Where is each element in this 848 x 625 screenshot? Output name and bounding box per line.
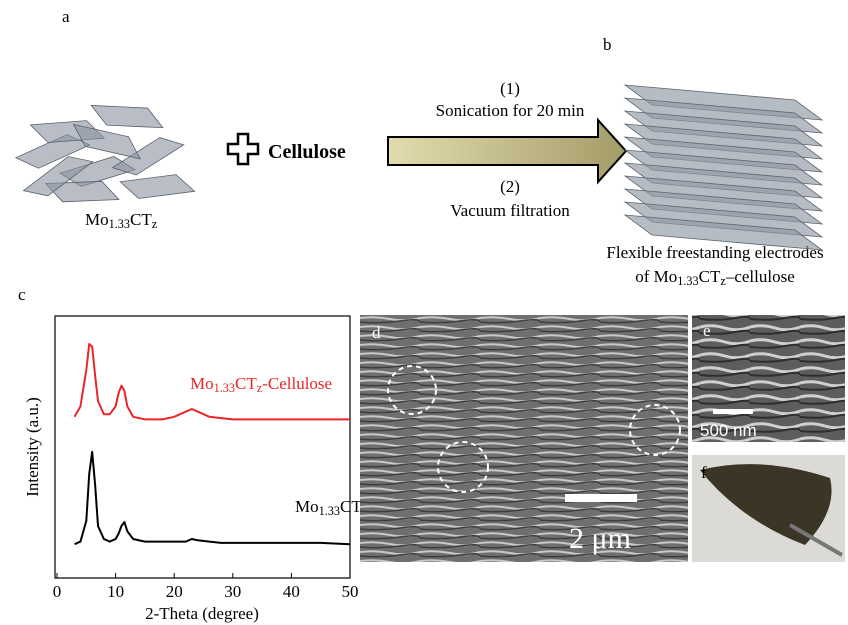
xrd-chart: c 2-Theta (degree) Intensity (a.u.) 0 10 2…: [18, 285, 368, 623]
sem-image: [360, 315, 688, 562]
subscript: 1.33: [677, 274, 698, 288]
step-text: Sonication for 20 min: [436, 101, 585, 120]
electrode-film: [700, 464, 832, 545]
panel-label: e: [703, 321, 711, 340]
scheme: a b Cellulose (1) Sonication for 20 min …: [14, 7, 824, 288]
text-part: CT: [130, 210, 152, 229]
flakes: [14, 104, 196, 203]
flake: [72, 123, 141, 160]
sheet: [623, 214, 824, 251]
scale-text: 2 μm: [569, 522, 631, 555]
highlight-circle: [387, 365, 437, 415]
flake: [119, 174, 196, 199]
subscript: z: [257, 381, 263, 395]
text-part: -Cellulose: [262, 374, 332, 393]
x-tick-label: 10: [107, 582, 124, 601]
text-part: –cellulose: [725, 267, 795, 286]
x-tick-label: 0: [53, 582, 62, 601]
flake: [111, 137, 185, 176]
text-part: CT: [699, 267, 721, 286]
x-tick-label: 40: [283, 582, 300, 601]
panel-label: b: [603, 35, 612, 54]
scale-text: 500 nm: [700, 421, 757, 440]
series-label: Mo1.33CTz: [295, 497, 368, 518]
panel-label: d: [372, 323, 381, 342]
y-axis-label: Intensity (a.u.): [23, 397, 42, 497]
step-number: (2): [500, 177, 520, 196]
material-label: Mo1.33CTz: [85, 210, 158, 231]
scale-bar: [565, 494, 637, 502]
reagent: Cellulose: [268, 141, 346, 163]
x-tick-label: 30: [224, 582, 241, 601]
subscript: z: [720, 274, 726, 288]
panel-label: a: [62, 7, 70, 26]
text-part: of Mo: [635, 267, 677, 286]
subscript: 1.33: [319, 504, 340, 518]
sem-image: [692, 315, 845, 442]
plus-sign: [226, 132, 260, 166]
arrow: [387, 117, 628, 185]
subscript: z: [152, 217, 158, 231]
text-part: Mo: [85, 210, 109, 229]
text-part: CT: [235, 374, 257, 393]
step-text: Vacuum filtration: [450, 201, 570, 220]
text-part: CT: [340, 497, 362, 516]
tweezers: [789, 523, 843, 557]
highlight-circle: [629, 404, 681, 456]
panel-label: c: [18, 285, 26, 304]
flake: [90, 104, 164, 129]
layer-stack: [623, 84, 824, 251]
series-label: Mo1.33CTz-Cellulose: [190, 374, 332, 395]
highlight-circle: [437, 441, 489, 493]
step-number: (1): [500, 79, 520, 98]
plot-frame: [54, 315, 351, 579]
series-line: [73, 343, 350, 421]
x-tick-label: 20: [166, 582, 183, 601]
x-tick-label: 50: [342, 582, 359, 601]
product-text: of Mo1.33CTz–cellulose: [635, 267, 795, 288]
sem-images: 2 μm 500 nm d e f: [360, 315, 845, 562]
flake: [22, 156, 94, 197]
text-part: Mo: [190, 374, 214, 393]
series-line: [74, 450, 351, 546]
product-text: Flexible freestanding electrodes: [606, 243, 823, 262]
flake: [44, 180, 120, 203]
text-part: Mo: [295, 497, 319, 516]
panel-label: f: [701, 463, 707, 482]
scale-bar: [713, 409, 753, 414]
x-axis-label: 2-Theta (degree): [145, 604, 259, 623]
subscript: 1.33: [109, 217, 130, 231]
subscript: 1.33: [214, 381, 235, 395]
